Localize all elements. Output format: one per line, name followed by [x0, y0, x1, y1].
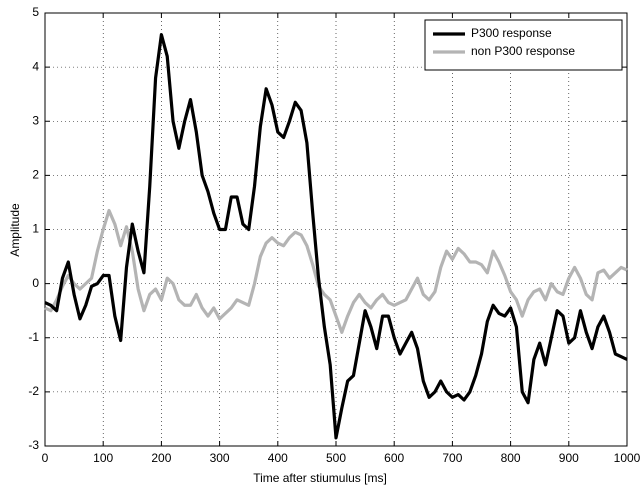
y-tick-label: 4: [32, 59, 39, 73]
y-tick-label: 5: [32, 5, 39, 19]
y-tick-label: -3: [28, 438, 39, 452]
y-tick-label: -1: [28, 330, 39, 344]
x-tick-label: 600: [384, 451, 404, 465]
y-axis-label: Amplitude: [8, 203, 22, 257]
legend-box: [424, 19, 623, 71]
x-tick-label: 100: [93, 451, 113, 465]
y-tick-label: 1: [32, 222, 39, 236]
x-axis-label: Time after stiumulus [ms]: [253, 471, 387, 485]
data-line: [44, 33, 628, 440]
x-tick-label: 1000: [614, 451, 641, 465]
x-tick-label: 0: [42, 451, 49, 465]
legend-label: P300 response: [471, 26, 552, 40]
x-tick-label: 900: [559, 451, 579, 465]
x-tick-label: 300: [210, 451, 230, 465]
y-tick-label: -2: [28, 384, 39, 398]
y-tick-label: 2: [32, 168, 39, 182]
x-tick-label: 400: [268, 451, 288, 465]
x-tick-label: 200: [151, 451, 171, 465]
plot-frame: [44, 12, 628, 447]
x-tick-label: 700: [442, 451, 462, 465]
legend-label: non P300 response: [471, 44, 575, 58]
y-tick-label: 3: [32, 113, 39, 127]
x-tick-label: 800: [501, 451, 521, 465]
data-line: [44, 208, 628, 334]
x-tick-label: 500: [326, 451, 346, 465]
y-tick-label: 0: [32, 276, 39, 290]
